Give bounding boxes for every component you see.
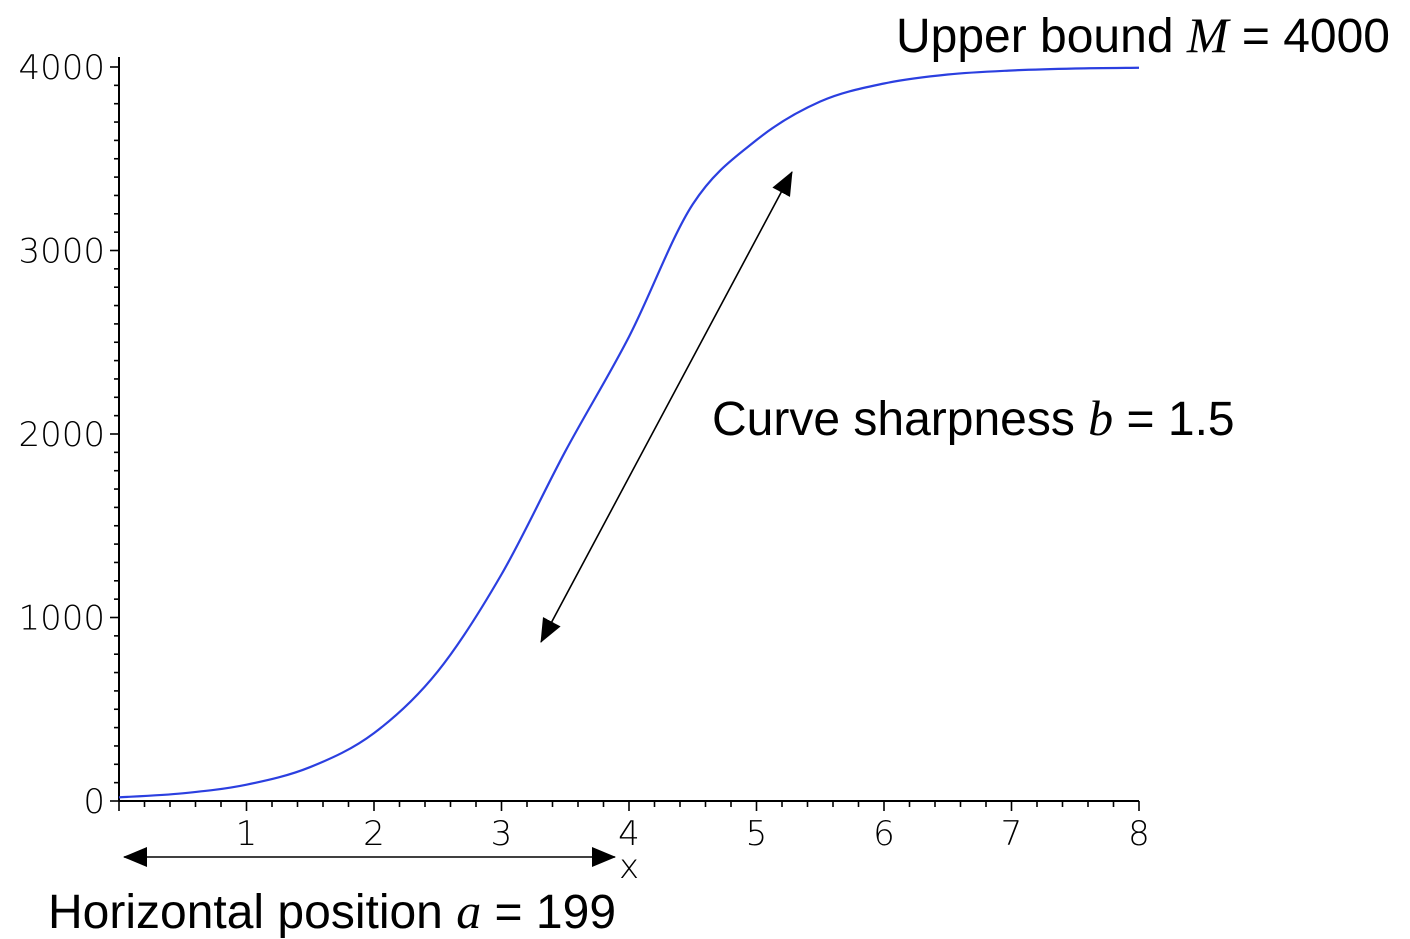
x-tick-label: 3 [491, 814, 513, 854]
horizontal-suffix: = 199 [481, 886, 616, 939]
x-tick-label: 8 [1128, 814, 1150, 854]
x-tick-label: 4 [618, 814, 640, 854]
x-tick-label: 5 [746, 814, 768, 854]
horizontal-prefix: Horizontal position [48, 886, 456, 939]
x-tick-label: 2 [363, 814, 385, 854]
tick-labels: 0 1000 2000 3000 4000 1 2 3 4 5 6 7 8 [18, 48, 1149, 854]
upper-bound-suffix: = 4000 [1229, 10, 1390, 63]
y-tick-label: 3000 [18, 232, 105, 272]
x-tick-label: 7 [1001, 814, 1023, 854]
upper-bound-var: M [1186, 7, 1231, 63]
y-tick-label: 1000 [18, 599, 105, 639]
horizontal-var: a [456, 883, 481, 939]
tick-marks [110, 66, 1140, 811]
sharpness-var: b [1088, 390, 1113, 446]
upper-bound-prefix: Upper bound [896, 10, 1187, 63]
y-tick-label: 0 [83, 782, 105, 822]
sharpness-annotation: Curve sharpness b = 1.5 [712, 390, 1235, 446]
sharpness-arrow [540, 171, 793, 643]
x-tick-label: 1 [236, 814, 258, 854]
upper-bound-annotation: Upper bound M = 4000 [896, 7, 1390, 63]
sharpness-suffix: = 1.5 [1113, 393, 1234, 446]
x-tick-label: 6 [873, 814, 895, 854]
y-tick-label: 4000 [18, 48, 105, 88]
y-tick-label: 2000 [18, 415, 105, 455]
sharpness-prefix: Curve sharpness [712, 393, 1088, 446]
x-axis-label: x [619, 847, 639, 887]
horizontal-position-annotation: Horizontal position a = 199 [48, 883, 616, 939]
